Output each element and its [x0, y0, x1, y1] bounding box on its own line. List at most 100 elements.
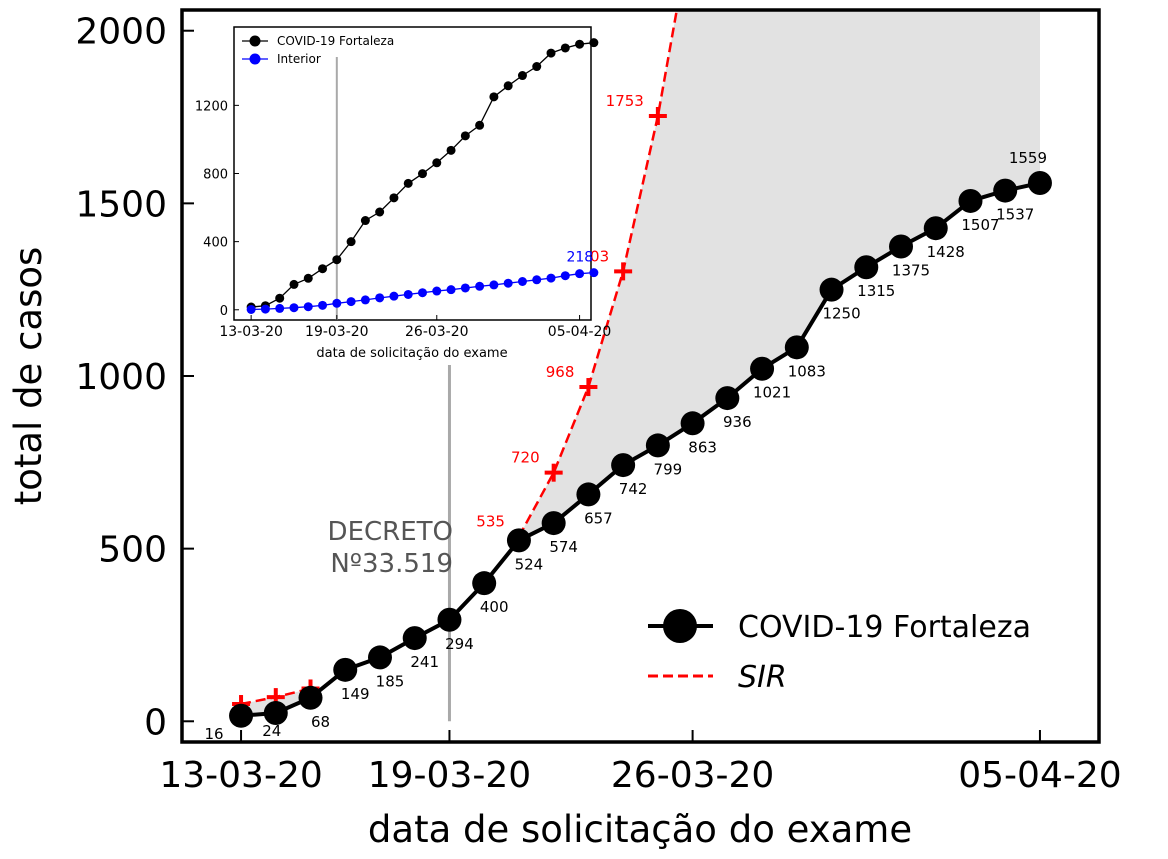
inset-data-point: [575, 269, 585, 279]
inset-legend-interior-marker: [249, 53, 261, 65]
y-tick-label: 1500: [75, 184, 167, 225]
inset-data-point: [275, 293, 285, 303]
inset-data-point: [389, 193, 399, 203]
inset-y-tick-label: 400: [203, 236, 228, 251]
inset-data-point: [589, 38, 599, 48]
data-label: 799: [654, 460, 683, 478]
data-label: 1375: [892, 262, 930, 280]
legend-sir-label: SIR: [738, 660, 787, 695]
data-point: [229, 703, 254, 728]
data-label: 1559: [1009, 149, 1047, 167]
inset-data-point: [375, 293, 385, 303]
inset-data-point: [275, 303, 285, 313]
y-tick-label: 0: [144, 702, 167, 743]
inset-data-point: [303, 273, 313, 283]
data-label: 524: [515, 555, 544, 573]
data-point: [506, 528, 531, 553]
inset-x-tick-label: 26-03-20: [405, 324, 469, 340]
inset-data-point: [532, 62, 542, 72]
inset-data-point: [589, 268, 599, 278]
sir-data-label: 968: [546, 363, 575, 381]
y-tick-label: 2000: [75, 12, 167, 53]
inset-data-point: [546, 273, 556, 283]
decree-annotation-line1: DECRETO: [328, 517, 453, 547]
inset-data-point: [575, 39, 585, 49]
inset-x-tick-label: 19-03-20: [305, 324, 369, 340]
data-point: [819, 277, 844, 302]
sir-marker: [579, 378, 598, 397]
inset-data-point: [417, 169, 427, 179]
inset-data-point: [475, 120, 485, 130]
inset-y-tick-label: 800: [203, 168, 228, 183]
data-label: 16: [205, 725, 224, 743]
inset-data-point: [446, 285, 456, 295]
inset-legend: COVID-19 Fortaleza Interior: [242, 34, 394, 66]
data-point: [437, 607, 462, 632]
inset-data-point: [475, 281, 485, 291]
data-label: 24: [262, 722, 281, 740]
data-point: [784, 335, 809, 360]
legend-fortaleza-marker: [663, 609, 697, 643]
y-axis-title: total de casos: [7, 247, 50, 506]
inset-legend-fortaleza-label: COVID-19 Fortaleza: [277, 34, 394, 48]
inset-data-point: [489, 92, 499, 102]
data-point: [576, 482, 601, 507]
data-point: [958, 188, 983, 213]
inset-data-point: [489, 280, 499, 290]
fortaleza-labels: 16 24 68 149 185 241 294 400 524 574 657 742 799 863 9…: [205, 149, 1048, 743]
x-tick-label: 05-04-20: [958, 755, 1121, 796]
data-label: 936: [723, 413, 752, 431]
inset-data-point: [403, 289, 413, 299]
data-point: [298, 685, 323, 710]
sir-data-label: 535: [476, 513, 505, 531]
data-point: [333, 657, 358, 682]
inset-data-point: [432, 286, 442, 296]
data-label: 1507: [961, 216, 999, 234]
inset-data-point: [517, 277, 527, 287]
sir-marker: [544, 463, 563, 482]
inset-x-ticks: 13-03-20 19-03-20 26-03-20 05-04-20: [219, 315, 611, 340]
inset-data-point: [375, 207, 385, 217]
inset-data-point: [560, 271, 570, 281]
inset-data-point: [303, 302, 313, 312]
x-tick-label: 13-03-20: [159, 755, 322, 796]
main-x-ticks: 13-03-20 19-03-20 26-03-20 05-04-20: [159, 730, 1122, 796]
sir-data-label: 720: [511, 449, 540, 467]
data-point: [993, 178, 1018, 203]
data-label: 742: [619, 480, 648, 498]
inset-data-point: [403, 178, 413, 188]
inset-data-point: [546, 48, 556, 58]
data-point: [402, 626, 427, 651]
x-tick-label: 19-03-20: [368, 755, 531, 796]
data-label: 68: [311, 713, 330, 731]
data-label: 400: [480, 598, 509, 616]
inset-data-point: [389, 291, 399, 301]
inset-data-point: [289, 279, 299, 289]
data-label: 1315: [857, 282, 895, 300]
data-point: [889, 234, 914, 259]
inset-data-point: [260, 304, 270, 314]
inset-data-point: [332, 255, 342, 265]
data-label: 1083: [788, 362, 826, 380]
main-y-ticks: 0 500 1000 1500 2000: [75, 12, 194, 743]
data-label: 185: [376, 672, 405, 690]
data-point: [367, 645, 392, 670]
inset-data-point: [346, 237, 356, 247]
inset-data-point: [532, 275, 542, 285]
inset-data-point: [460, 283, 470, 293]
x-axis-title: data de solicitação do exame: [368, 808, 912, 851]
inset-data-point: [460, 131, 470, 141]
inset-x-tick-label: 05-04-20: [548, 324, 612, 340]
inset-data-point: [346, 297, 356, 307]
data-label: 1250: [822, 305, 860, 323]
data-point: [645, 433, 670, 458]
x-tick-label: 26-03-20: [611, 755, 774, 796]
sir-data-label: 1753: [606, 92, 644, 110]
inset-y-ticks: 0 400 800 1200: [195, 99, 239, 319]
data-point: [541, 511, 566, 536]
inset-interior-end-label: 218: [566, 250, 593, 266]
data-label: 1428: [927, 243, 965, 261]
main-legend: COVID-19 Fortaleza SIR: [648, 609, 1031, 695]
inset-data-point: [517, 71, 527, 81]
